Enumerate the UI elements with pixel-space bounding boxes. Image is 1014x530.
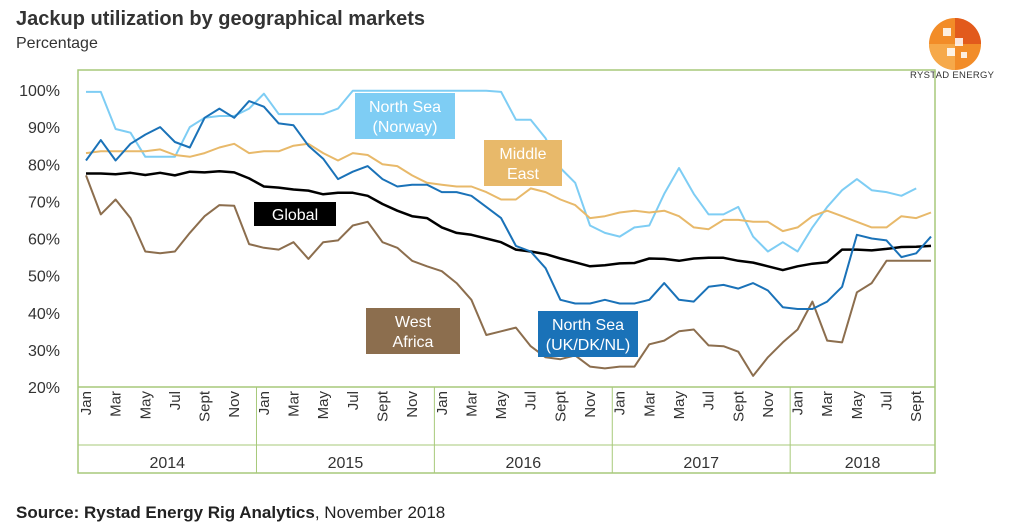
x-tick-label: Sept bbox=[730, 390, 747, 422]
x-tick-label: May bbox=[137, 391, 154, 420]
x-tick-label: May bbox=[671, 391, 688, 420]
series-line bbox=[86, 101, 931, 309]
series-label: Middle bbox=[499, 146, 546, 163]
x-tick-label: Jul bbox=[345, 391, 362, 410]
y-tick-label: 20% bbox=[28, 380, 60, 397]
year-label: 2018 bbox=[845, 455, 881, 472]
x-tick-label: Mar bbox=[641, 391, 658, 417]
year-label: 2014 bbox=[149, 455, 185, 472]
line-chart: 20% 30% 40% 50% 60% 70% 80% 90% 100% 2014 2015 2016… bbox=[0, 0, 1014, 500]
x-tick-label: Mar bbox=[819, 391, 836, 417]
x-tick-label: Jul bbox=[167, 391, 184, 410]
x-tick-label: Sept bbox=[197, 390, 214, 422]
x-tick-label: May bbox=[315, 391, 332, 420]
x-tick-label: Nov bbox=[226, 391, 243, 418]
x-tick-label: Sept bbox=[374, 390, 391, 422]
y-tick-label: 70% bbox=[28, 194, 60, 211]
x-tick-label: Jan bbox=[434, 391, 451, 415]
x-tick-label: Nov bbox=[760, 391, 777, 418]
x-tick-label: Sept bbox=[908, 390, 925, 422]
x-tick-label: May bbox=[493, 391, 510, 420]
series-label: North Sea bbox=[552, 317, 624, 334]
x-tick-label: Mar bbox=[286, 391, 303, 417]
series-label: Global bbox=[272, 207, 318, 224]
x-tick-label: Jan bbox=[612, 391, 629, 415]
x-tick-label: Jan bbox=[78, 391, 95, 415]
x-tick-label: Mar bbox=[108, 391, 125, 417]
series-label: North Sea bbox=[369, 99, 441, 116]
x-tick-label: Nov bbox=[404, 391, 421, 418]
x-tick-label: Jan bbox=[790, 391, 807, 415]
y-tick-label: 80% bbox=[28, 157, 60, 174]
series-line bbox=[86, 171, 931, 270]
y-tick-label: 60% bbox=[28, 232, 60, 249]
year-label: 2017 bbox=[683, 455, 719, 472]
x-tick-label: Jul bbox=[879, 391, 896, 410]
series-label: Africa bbox=[393, 334, 434, 351]
series-label: West bbox=[395, 314, 432, 331]
y-tick-label: 40% bbox=[28, 306, 60, 323]
y-tick-label: 30% bbox=[28, 343, 60, 360]
series-label: East bbox=[507, 166, 540, 183]
x-tick-label: Nov bbox=[582, 391, 599, 418]
y-tick-label: 100% bbox=[19, 83, 60, 100]
year-label: 2015 bbox=[328, 455, 364, 472]
x-tick-label: Jul bbox=[523, 391, 540, 410]
x-tick-label: Jul bbox=[701, 391, 718, 410]
series-line bbox=[86, 175, 931, 376]
y-tick-label: 90% bbox=[28, 120, 60, 137]
series-label: (Norway) bbox=[373, 119, 438, 136]
source-note: Source: Rystad Energy Rig Analytics, Nov… bbox=[16, 503, 445, 523]
x-tick-label: May bbox=[849, 391, 866, 420]
year-label: 2016 bbox=[506, 455, 542, 472]
x-tick-label: Jan bbox=[256, 391, 273, 415]
x-tick-label: Sept bbox=[552, 390, 569, 422]
x-tick-label: Mar bbox=[463, 391, 480, 417]
series-label: (UK/DK/NL) bbox=[546, 337, 630, 354]
y-tick-label: 50% bbox=[28, 269, 60, 286]
